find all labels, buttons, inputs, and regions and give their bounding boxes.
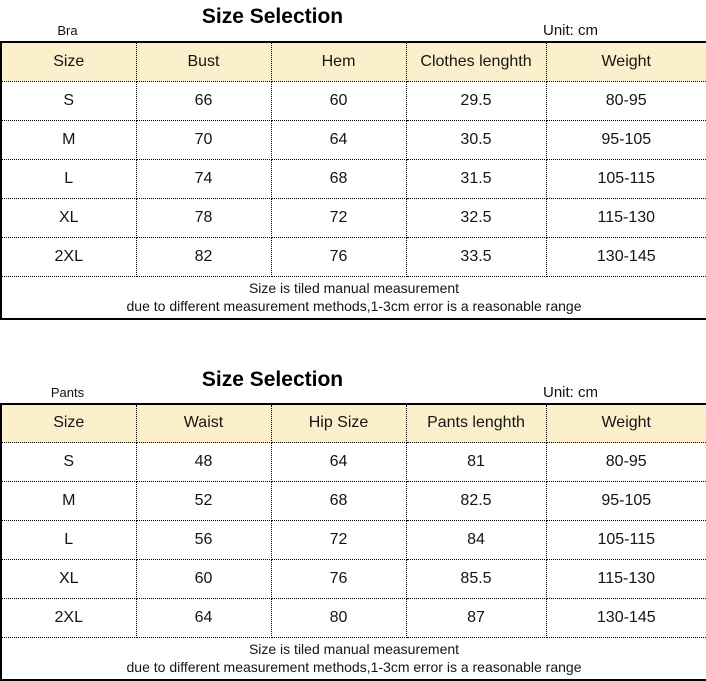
pants-length-cell: 85.5 xyxy=(405,559,547,599)
bust-cell: 78 xyxy=(135,197,272,238)
size-cell: 2XL xyxy=(0,598,137,638)
column-header-clothes-length: Clothes lenghth xyxy=(405,41,547,82)
pants-length-cell: 81 xyxy=(405,442,547,482)
footnote-line-1: Size is tiled manual measurement xyxy=(248,279,460,296)
hem-cell: 64 xyxy=(270,119,407,160)
hip-size-cell: 68 xyxy=(270,481,407,521)
table-row: M 70 64 30.5 95-105 xyxy=(0,119,706,160)
column-header-weight: Weight xyxy=(545,41,706,82)
footnote-line-2: due to different measurement methods,1-3… xyxy=(126,659,582,675)
table-row: XL 78 72 32.5 115-130 xyxy=(0,197,706,238)
hem-cell: 60 xyxy=(270,80,407,121)
pants-section: Pants Size Selection Unit: cm Size Waist… xyxy=(0,363,706,681)
hip-size-cell: 80 xyxy=(270,598,407,638)
waist-cell: 60 xyxy=(135,559,272,599)
bra-section: Bra Size Selection Unit: cm Size Bust He… xyxy=(0,0,706,320)
column-header-size: Size xyxy=(0,403,137,443)
table-row: XL 60 76 85.5 115-130 xyxy=(0,559,706,599)
size-cell: L xyxy=(0,158,137,199)
bust-cell: 74 xyxy=(135,158,272,199)
table-row: S 66 60 29.5 80-95 xyxy=(0,80,706,121)
product-label: Bra xyxy=(57,23,78,38)
table-row: 2XL 82 76 33.5 130-145 xyxy=(0,236,706,277)
column-header-hem: Hem xyxy=(270,41,407,82)
table-row: L 74 68 31.5 105-115 xyxy=(0,158,706,199)
size-cell: S xyxy=(0,442,137,482)
column-header-waist: Waist xyxy=(135,403,272,443)
bust-cell: 82 xyxy=(135,236,272,277)
clothes-length-cell: 33.5 xyxy=(405,236,547,277)
weight-cell: 95-105 xyxy=(545,119,706,160)
bust-cell: 66 xyxy=(135,80,272,121)
weight-cell: 80-95 xyxy=(545,80,706,121)
table-row: 2XL 64 80 87 130-145 xyxy=(0,598,706,638)
waist-cell: 48 xyxy=(135,442,272,482)
column-header-bust: Bust xyxy=(135,41,272,82)
table-row: M 52 68 82.5 95-105 xyxy=(0,481,706,521)
pants-size-table: Size Waist Hip Size Pants lenghth Weight… xyxy=(0,402,706,681)
table-row: L 56 72 84 105-115 xyxy=(0,520,706,560)
waist-cell: 52 xyxy=(135,481,272,521)
column-header-size: Size xyxy=(0,41,137,82)
weight-cell: 130-145 xyxy=(545,236,706,277)
size-cell: XL xyxy=(0,559,137,599)
clothes-length-cell: 30.5 xyxy=(405,119,547,160)
footnote-row: Size is tiled manual measurement due to … xyxy=(0,275,706,319)
size-cell: M xyxy=(0,119,137,160)
column-header-hip-size: Hip Size xyxy=(270,403,407,443)
product-label: Pants xyxy=(50,384,85,400)
pants-length-cell: 87 xyxy=(405,598,547,638)
column-header-pants-length: Pants lenghth xyxy=(405,403,547,443)
weight-cell: 105-115 xyxy=(545,158,706,199)
pants-section-head: Pants Size Selection Unit: cm xyxy=(0,363,706,403)
pants-length-cell: 84 xyxy=(405,520,547,560)
weight-cell: 105-115 xyxy=(545,520,706,560)
hip-size-cell: 72 xyxy=(270,520,407,560)
weight-cell: 95-105 xyxy=(545,481,706,521)
hem-cell: 72 xyxy=(270,197,407,238)
header-row: Size Bust Hem Clothes lenghth Weight xyxy=(0,41,706,82)
footnote: Size is tiled manual measurement due to … xyxy=(0,637,706,681)
section-title: Size Selection xyxy=(201,5,344,28)
size-cell: M xyxy=(0,481,137,521)
hem-cell: 68 xyxy=(270,158,407,199)
waist-cell: 64 xyxy=(135,598,272,638)
column-header-weight: Weight xyxy=(545,403,706,443)
section-title: Size Selection xyxy=(201,367,344,391)
hem-cell: 76 xyxy=(270,236,407,277)
size-cell: S xyxy=(0,80,137,121)
table-row: S 48 64 81 80-95 xyxy=(0,442,706,482)
weight-cell: 80-95 xyxy=(545,442,706,482)
bust-cell: 70 xyxy=(135,119,272,160)
weight-cell: 115-130 xyxy=(545,197,706,238)
footnote-line-1: Size is tiled manual measurement xyxy=(248,641,460,657)
size-cell: 2XL xyxy=(0,236,137,277)
unit-label: Unit: cm xyxy=(543,383,599,401)
hip-size-cell: 64 xyxy=(270,442,407,482)
bra-size-table: Size Bust Hem Clothes lenghth Weight S 6… xyxy=(0,41,706,320)
weight-cell: 130-145 xyxy=(545,598,706,638)
clothes-length-cell: 29.5 xyxy=(405,80,547,121)
footnote-line-2: due to different measurement methods,1-3… xyxy=(126,297,582,314)
header-row: Size Waist Hip Size Pants lenghth Weight xyxy=(0,403,706,443)
size-cell: L xyxy=(0,520,137,560)
weight-cell: 115-130 xyxy=(545,559,706,599)
bra-section-head: Bra Size Selection Unit: cm xyxy=(0,0,706,41)
size-cell: XL xyxy=(0,197,137,238)
footnote-row: Size is tiled manual measurement due to … xyxy=(0,637,706,681)
hip-size-cell: 76 xyxy=(270,559,407,599)
waist-cell: 56 xyxy=(135,520,272,560)
footnote: Size is tiled manual measurement due to … xyxy=(0,275,706,319)
pants-length-cell: 82.5 xyxy=(405,481,547,521)
clothes-length-cell: 31.5 xyxy=(405,158,547,199)
clothes-length-cell: 32.5 xyxy=(405,197,547,238)
unit-label: Unit: cm xyxy=(543,22,599,39)
